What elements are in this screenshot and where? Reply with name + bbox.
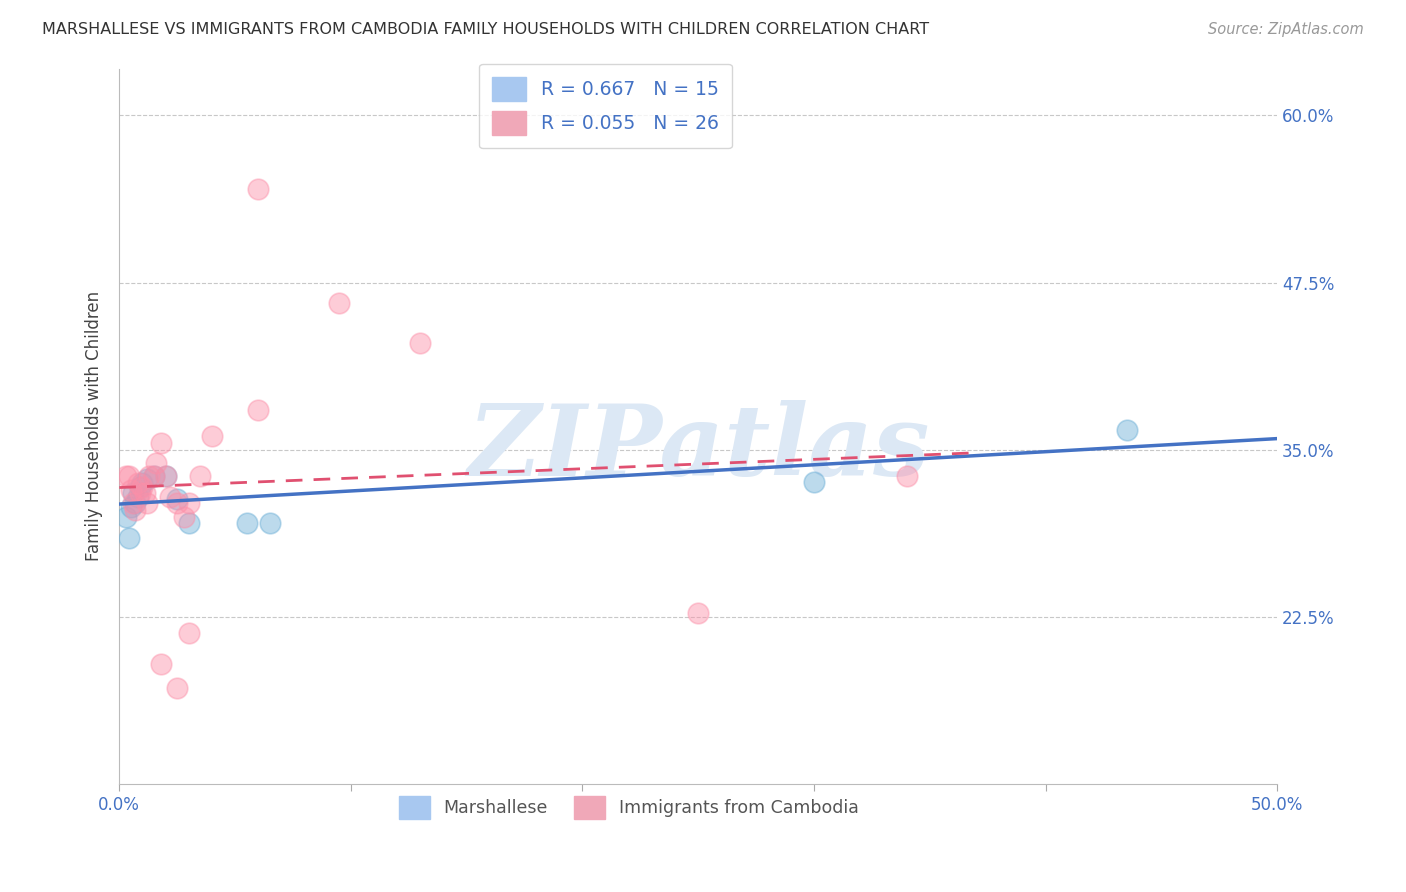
- Point: [166, 496, 188, 510]
- Legend: Marshallese, Immigrants from Cambodia: Marshallese, Immigrants from Cambodia: [391, 789, 866, 825]
- Point: [896, 469, 918, 483]
- Point: [166, 492, 188, 507]
- Point: [131, 480, 153, 494]
- Point: [803, 475, 825, 489]
- Point: [409, 335, 432, 350]
- Point: [155, 469, 177, 483]
- Point: [115, 509, 138, 524]
- Point: [166, 681, 188, 695]
- Point: [120, 483, 142, 497]
- Point: [149, 657, 172, 671]
- Point: [145, 456, 167, 470]
- Point: [177, 516, 200, 531]
- Point: [247, 182, 270, 196]
- Point: [134, 485, 156, 500]
- Point: [127, 476, 149, 491]
- Point: [1115, 423, 1137, 437]
- Point: [136, 472, 159, 486]
- Y-axis label: Family Households with Children: Family Households with Children: [86, 292, 103, 561]
- Point: [259, 516, 281, 531]
- Point: [155, 469, 177, 483]
- Point: [136, 496, 159, 510]
- Point: [124, 503, 146, 517]
- Point: [120, 500, 142, 515]
- Point: [122, 485, 145, 500]
- Point: [138, 469, 160, 483]
- Point: [143, 469, 166, 483]
- Point: [122, 496, 145, 510]
- Point: [201, 429, 224, 443]
- Point: [177, 626, 200, 640]
- Point: [188, 469, 211, 483]
- Point: [247, 402, 270, 417]
- Text: Source: ZipAtlas.com: Source: ZipAtlas.com: [1208, 22, 1364, 37]
- Point: [328, 295, 350, 310]
- Point: [124, 496, 146, 510]
- Point: [131, 476, 153, 491]
- Point: [129, 480, 152, 494]
- Point: [129, 485, 152, 500]
- Point: [173, 509, 195, 524]
- Text: MARSHALLESE VS IMMIGRANTS FROM CAMBODIA FAMILY HOUSEHOLDS WITH CHILDREN CORRELAT: MARSHALLESE VS IMMIGRANTS FROM CAMBODIA …: [42, 22, 929, 37]
- Point: [688, 606, 710, 620]
- Point: [159, 490, 181, 504]
- Point: [115, 469, 138, 483]
- Point: [149, 436, 172, 450]
- Point: [177, 496, 200, 510]
- Point: [143, 469, 166, 483]
- Point: [117, 531, 139, 545]
- Point: [127, 490, 149, 504]
- Point: [235, 516, 257, 531]
- Text: ZIPatlas: ZIPatlas: [467, 400, 929, 496]
- Point: [117, 469, 139, 483]
